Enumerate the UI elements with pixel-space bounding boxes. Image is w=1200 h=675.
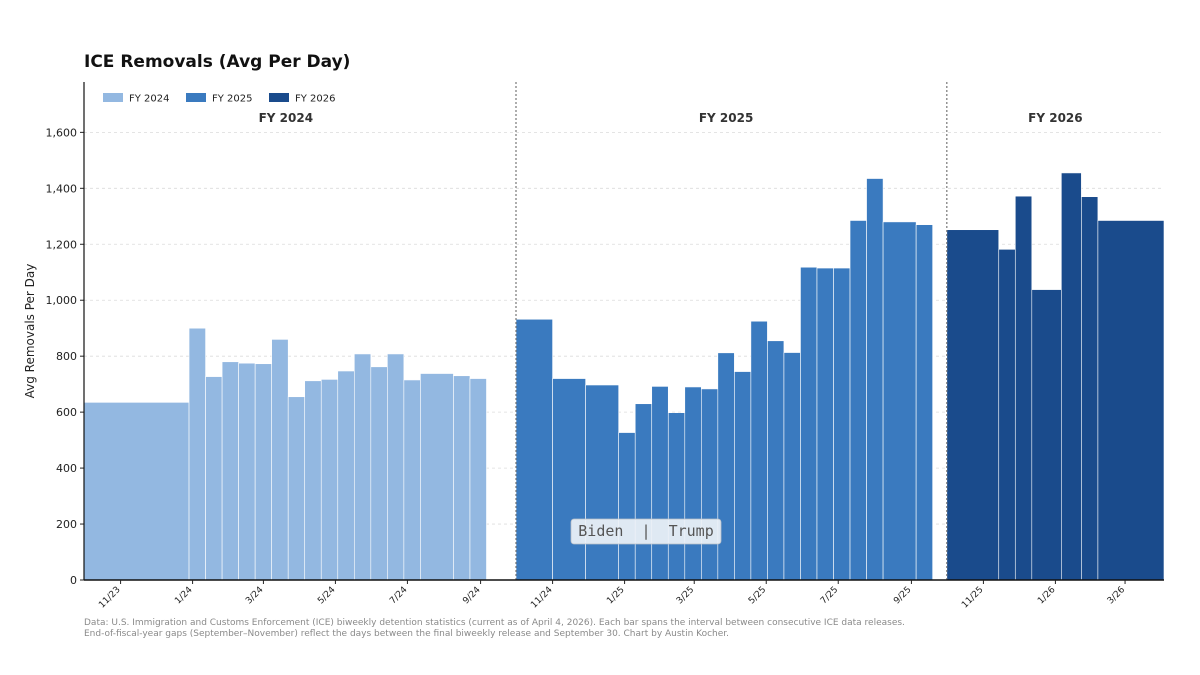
bar-fy-2024 — [469, 378, 487, 581]
x-tick-label: 5/24 — [316, 585, 338, 607]
bar-fy-2024 — [254, 363, 272, 581]
bar-fy-2025 — [701, 388, 719, 581]
bar-fy-2025 — [800, 266, 818, 581]
x-tick-label: 9/24 — [461, 585, 483, 607]
admin-annotation: Biden | Trump — [570, 518, 722, 545]
x-tick-label: 11/24 — [529, 585, 555, 611]
bar-fy-2025 — [552, 378, 586, 581]
fy-labels: FY 2024 FY 2025 FY 2026 — [259, 111, 1083, 125]
bar-fy-2025 — [849, 220, 867, 581]
legend-label: FY 2026 — [295, 94, 336, 105]
x-axis: 11/23 1/24 3/24 5/24 7/24 9/24 11/24 1/25 3/25 5/… — [84, 579, 1164, 611]
bar-fy-2025 — [750, 320, 768, 581]
legend-swatch — [103, 93, 123, 102]
bar-fy-2025 — [634, 403, 653, 581]
bar-fy-2025 — [585, 384, 619, 581]
annotation-box — [570, 518, 722, 545]
fy-header: FY 2024 — [259, 111, 313, 125]
y-tick-label: 0 — [70, 574, 77, 587]
y-tick-label: 400 — [56, 462, 77, 475]
bar-fy-2024 — [387, 353, 405, 581]
bar-fy-2024 — [320, 379, 339, 581]
fy-header: FY 2026 — [1028, 111, 1082, 125]
bar-fy-2025 — [684, 386, 702, 581]
bars — [83, 172, 1165, 581]
bar-fy-2024 — [403, 379, 421, 581]
annotation-text: Biden | Trump — [578, 522, 713, 540]
bar-fy-2025 — [717, 352, 735, 581]
y-tick-label: 200 — [56, 518, 77, 531]
fy-header: FY 2025 — [699, 111, 753, 125]
bar-fy-2024 — [205, 376, 223, 581]
bar-fy-2025 — [618, 432, 636, 581]
bar-fy-2024 — [304, 380, 322, 581]
bar-fy-2026 — [1081, 196, 1099, 581]
bar-fy-2025 — [734, 371, 752, 581]
bar-fy-2026 — [946, 229, 1000, 581]
x-tick-label: 7/25 — [819, 585, 840, 606]
legend-label: FY 2024 — [129, 94, 170, 105]
y-tick-label: 1,000 — [46, 294, 78, 307]
bar-fy-2026 — [1061, 172, 1082, 581]
x-tick-label: 9/25 — [892, 585, 913, 606]
x-tick-label: 5/25 — [747, 585, 768, 606]
bar-fy-2026 — [998, 249, 1016, 581]
footnote-line-2: End-of-fiscal-year gaps (September–Novem… — [84, 629, 729, 639]
legend-swatch — [269, 93, 289, 102]
legend: FY 2024 FY 2025 FY 2026 — [103, 93, 336, 105]
x-tick-label: 3/25 — [675, 585, 696, 606]
y-tick-label: 1,400 — [46, 182, 78, 195]
bar-fy-2025 — [515, 318, 553, 581]
x-tick-label: 11/25 — [960, 585, 985, 610]
x-tick-label: 11/23 — [97, 585, 122, 610]
y-tick-label: 600 — [56, 406, 77, 419]
bar-fy-2026 — [1031, 289, 1062, 581]
bar-fy-2024 — [238, 362, 256, 581]
bar-fy-2025 — [667, 412, 686, 581]
bar-fy-2024 — [370, 366, 388, 581]
bar-fy-2024 — [453, 375, 471, 581]
bar-fy-2025 — [882, 221, 917, 581]
y-tick-label: 1,600 — [46, 126, 78, 139]
y-axis: 0 200 400 600 800 1,000 1,200 1,400 1,600 — [46, 82, 85, 587]
bar-fy-2024 — [337, 370, 355, 581]
bar-fy-2025 — [833, 267, 851, 581]
bar-fy-2024 — [287, 396, 306, 581]
bar-fy-2024 — [221, 361, 239, 581]
bar-fy-2024 — [420, 373, 454, 581]
bar-fy-2025 — [866, 178, 884, 581]
x-tick-label: 1/24 — [173, 585, 195, 607]
y-tick-label: 800 — [56, 350, 77, 363]
x-tick-label: 1/26 — [1036, 585, 1058, 607]
x-tick-label: 7/24 — [388, 585, 410, 607]
footnote-line-1: Data: U.S. Immigration and Customs Enfor… — [84, 618, 905, 628]
bar-fy-2026 — [1097, 220, 1165, 581]
bar-fy-2025 — [816, 267, 834, 581]
fy-dividers — [515, 82, 948, 580]
x-tick-label: 1/25 — [605, 585, 626, 606]
bar-fy-2024 — [271, 339, 289, 581]
bar-fy-2024 — [353, 353, 372, 581]
bar-fy-2025 — [783, 352, 801, 581]
legend-swatch — [186, 93, 206, 102]
y-axis-label: Avg Removals Per Day — [23, 264, 37, 399]
chart-title: ICE Removals (Avg Per Day) — [84, 52, 350, 72]
y-tick-label: 1,200 — [46, 238, 78, 251]
x-tick-label: 3/24 — [244, 585, 266, 607]
legend-label: FY 2025 — [212, 94, 253, 105]
bar-fy-2025 — [767, 340, 785, 581]
bar-fy-2024 — [188, 327, 206, 581]
x-tick-label: 3/26 — [1106, 585, 1128, 607]
bar-fy-2025 — [915, 224, 933, 581]
bar-fy-2025 — [651, 386, 669, 581]
bar-fy-2026 — [1014, 195, 1033, 581]
bar-fy-2024 — [83, 402, 190, 581]
